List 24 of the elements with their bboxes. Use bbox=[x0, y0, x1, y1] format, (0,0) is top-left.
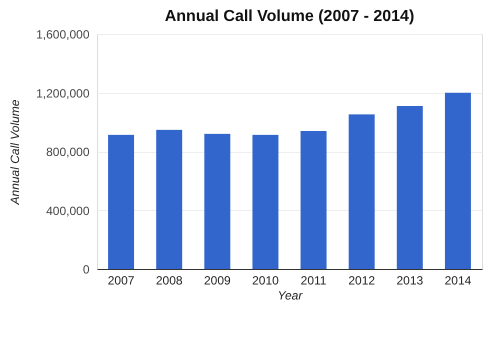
x-tick-label: 2007 bbox=[108, 274, 135, 288]
x-tick-label: 2009 bbox=[204, 274, 231, 288]
bar bbox=[300, 130, 327, 269]
x-tick-label: 2013 bbox=[396, 274, 424, 288]
x-axis-title: Year bbox=[278, 288, 304, 302]
x-tick-label: 2011 bbox=[300, 274, 327, 288]
x-tick-label: 2008 bbox=[156, 274, 183, 288]
chart-title: Annual Call Volume (2007 - 2014) bbox=[164, 8, 414, 25]
y-axis-title: Annual Call Volume bbox=[8, 99, 22, 206]
bar bbox=[156, 130, 182, 269]
x-tick-label: 2012 bbox=[348, 274, 376, 288]
y-tick-label: 1,600,000 bbox=[36, 28, 90, 42]
x-tick-label: 2010 bbox=[252, 274, 280, 288]
y-tick-label: 1,200,000 bbox=[36, 86, 90, 100]
x-tick-label: 2014 bbox=[444, 274, 472, 288]
bar bbox=[108, 134, 134, 269]
bar bbox=[396, 106, 423, 269]
y-tick-label: 0 bbox=[82, 262, 90, 276]
bar bbox=[444, 92, 471, 269]
bar bbox=[252, 134, 278, 269]
bar bbox=[348, 114, 375, 269]
y-tick-label: 400,000 bbox=[46, 204, 90, 218]
bar bbox=[204, 134, 230, 269]
y-tick-label: 800,000 bbox=[46, 145, 90, 159]
